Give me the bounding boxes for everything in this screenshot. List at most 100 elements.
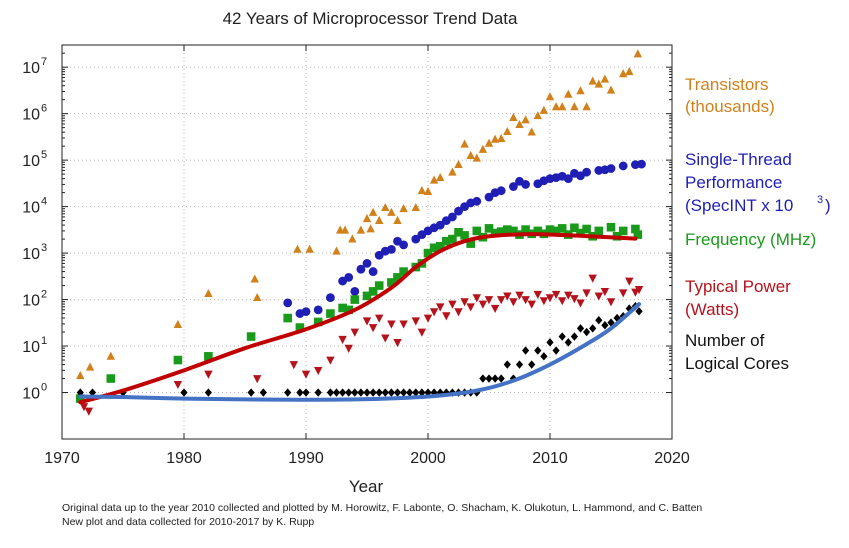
data-point bbox=[534, 346, 542, 355]
data-point bbox=[503, 225, 512, 234]
data-point bbox=[204, 352, 213, 361]
data-point bbox=[345, 388, 353, 397]
data-point bbox=[417, 328, 427, 337]
data-point bbox=[522, 346, 530, 355]
data-point bbox=[326, 293, 335, 303]
data-point bbox=[472, 294, 481, 303]
data-point bbox=[484, 138, 494, 147]
data-point bbox=[368, 267, 378, 276]
data-point bbox=[423, 186, 433, 196]
x-axis: 1970 1980 1990 2000 2010 2020 bbox=[44, 45, 690, 467]
data-point bbox=[362, 258, 372, 268]
data-point bbox=[503, 292, 512, 301]
data-point bbox=[429, 243, 439, 253]
data-point bbox=[588, 274, 597, 283]
data-point bbox=[454, 206, 463, 216]
y-tick-label: 10 bbox=[22, 60, 40, 77]
data-point bbox=[106, 374, 116, 383]
y-tick-label: 10 bbox=[22, 339, 40, 356]
data-point bbox=[436, 172, 445, 182]
data-point bbox=[293, 244, 302, 253]
y-tick-exponent: 7 bbox=[41, 56, 47, 68]
data-point bbox=[582, 224, 591, 234]
y-tick-base: 10 bbox=[22, 107, 40, 124]
data-point bbox=[362, 291, 372, 301]
data-point bbox=[600, 74, 610, 83]
data-point bbox=[350, 328, 359, 337]
data-point bbox=[412, 388, 420, 397]
data-point bbox=[484, 224, 494, 233]
data-point bbox=[515, 119, 524, 129]
data-point bbox=[442, 236, 451, 246]
data-point bbox=[521, 296, 530, 305]
series-cores bbox=[76, 301, 643, 397]
data-point bbox=[387, 207, 396, 216]
data-point bbox=[357, 388, 365, 397]
data-point bbox=[600, 287, 610, 297]
data-point bbox=[545, 92, 555, 101]
data-point bbox=[545, 294, 555, 303]
data-point bbox=[625, 277, 634, 286]
legend-item-transistors: Transistors bbox=[685, 75, 768, 94]
y-tick-base: 10 bbox=[22, 246, 40, 263]
data-point bbox=[503, 360, 511, 369]
data-point bbox=[589, 324, 597, 333]
y-tick-exponent: 3 bbox=[41, 242, 47, 254]
data-point bbox=[79, 403, 89, 412]
data-point bbox=[301, 370, 311, 379]
data-point bbox=[564, 338, 572, 347]
data-point bbox=[491, 374, 499, 383]
data-point bbox=[381, 334, 390, 343]
data-point bbox=[454, 228, 463, 237]
data-point bbox=[253, 375, 262, 384]
data-point bbox=[631, 224, 640, 234]
legend-item-power: Typical Power bbox=[685, 277, 791, 296]
data-point bbox=[393, 388, 402, 397]
data-point bbox=[326, 309, 335, 318]
data-point bbox=[76, 371, 85, 380]
data-point bbox=[478, 300, 488, 309]
data-point bbox=[180, 388, 188, 397]
data-point bbox=[557, 224, 567, 233]
data-point bbox=[570, 332, 578, 341]
data-point bbox=[387, 388, 395, 397]
data-point bbox=[393, 338, 402, 348]
y-tick-exponent: 2 bbox=[41, 289, 47, 301]
plot-frame bbox=[61, 44, 673, 440]
y-tick-base: 10 bbox=[22, 386, 40, 403]
legend-item-frequency: Frequency (MHz) bbox=[685, 230, 816, 249]
data-point bbox=[582, 102, 591, 111]
data-point bbox=[539, 105, 549, 114]
data-point bbox=[454, 159, 463, 169]
data-point bbox=[606, 298, 616, 307]
y-tick-exponent: 0 bbox=[41, 382, 47, 394]
data-point bbox=[399, 240, 408, 250]
data-point bbox=[576, 228, 585, 238]
data-point bbox=[635, 307, 643, 316]
data-point bbox=[490, 134, 500, 143]
data-point bbox=[563, 174, 573, 184]
legend-item-single-thread: Performance bbox=[685, 173, 782, 192]
data-point bbox=[582, 167, 591, 177]
data-point bbox=[576, 324, 585, 333]
data-point bbox=[284, 388, 292, 397]
data-point bbox=[326, 356, 335, 365]
data-point bbox=[606, 85, 616, 94]
data-point bbox=[314, 388, 322, 397]
data-point bbox=[521, 115, 530, 124]
data-point bbox=[106, 351, 115, 360]
y-tick-exponent: 4 bbox=[41, 196, 47, 208]
x-tick-label: 1970 bbox=[44, 450, 80, 467]
data-point bbox=[350, 286, 360, 296]
data-point bbox=[558, 332, 566, 341]
data-point bbox=[283, 298, 293, 308]
data-point bbox=[259, 388, 267, 397]
data-point bbox=[619, 289, 628, 298]
x-tick-label: 2020 bbox=[654, 450, 690, 467]
data-point bbox=[637, 159, 646, 169]
data-point bbox=[564, 291, 573, 300]
data-point bbox=[374, 281, 384, 290]
data-point bbox=[338, 303, 347, 313]
data-point bbox=[448, 234, 457, 244]
data-point bbox=[576, 86, 585, 95]
